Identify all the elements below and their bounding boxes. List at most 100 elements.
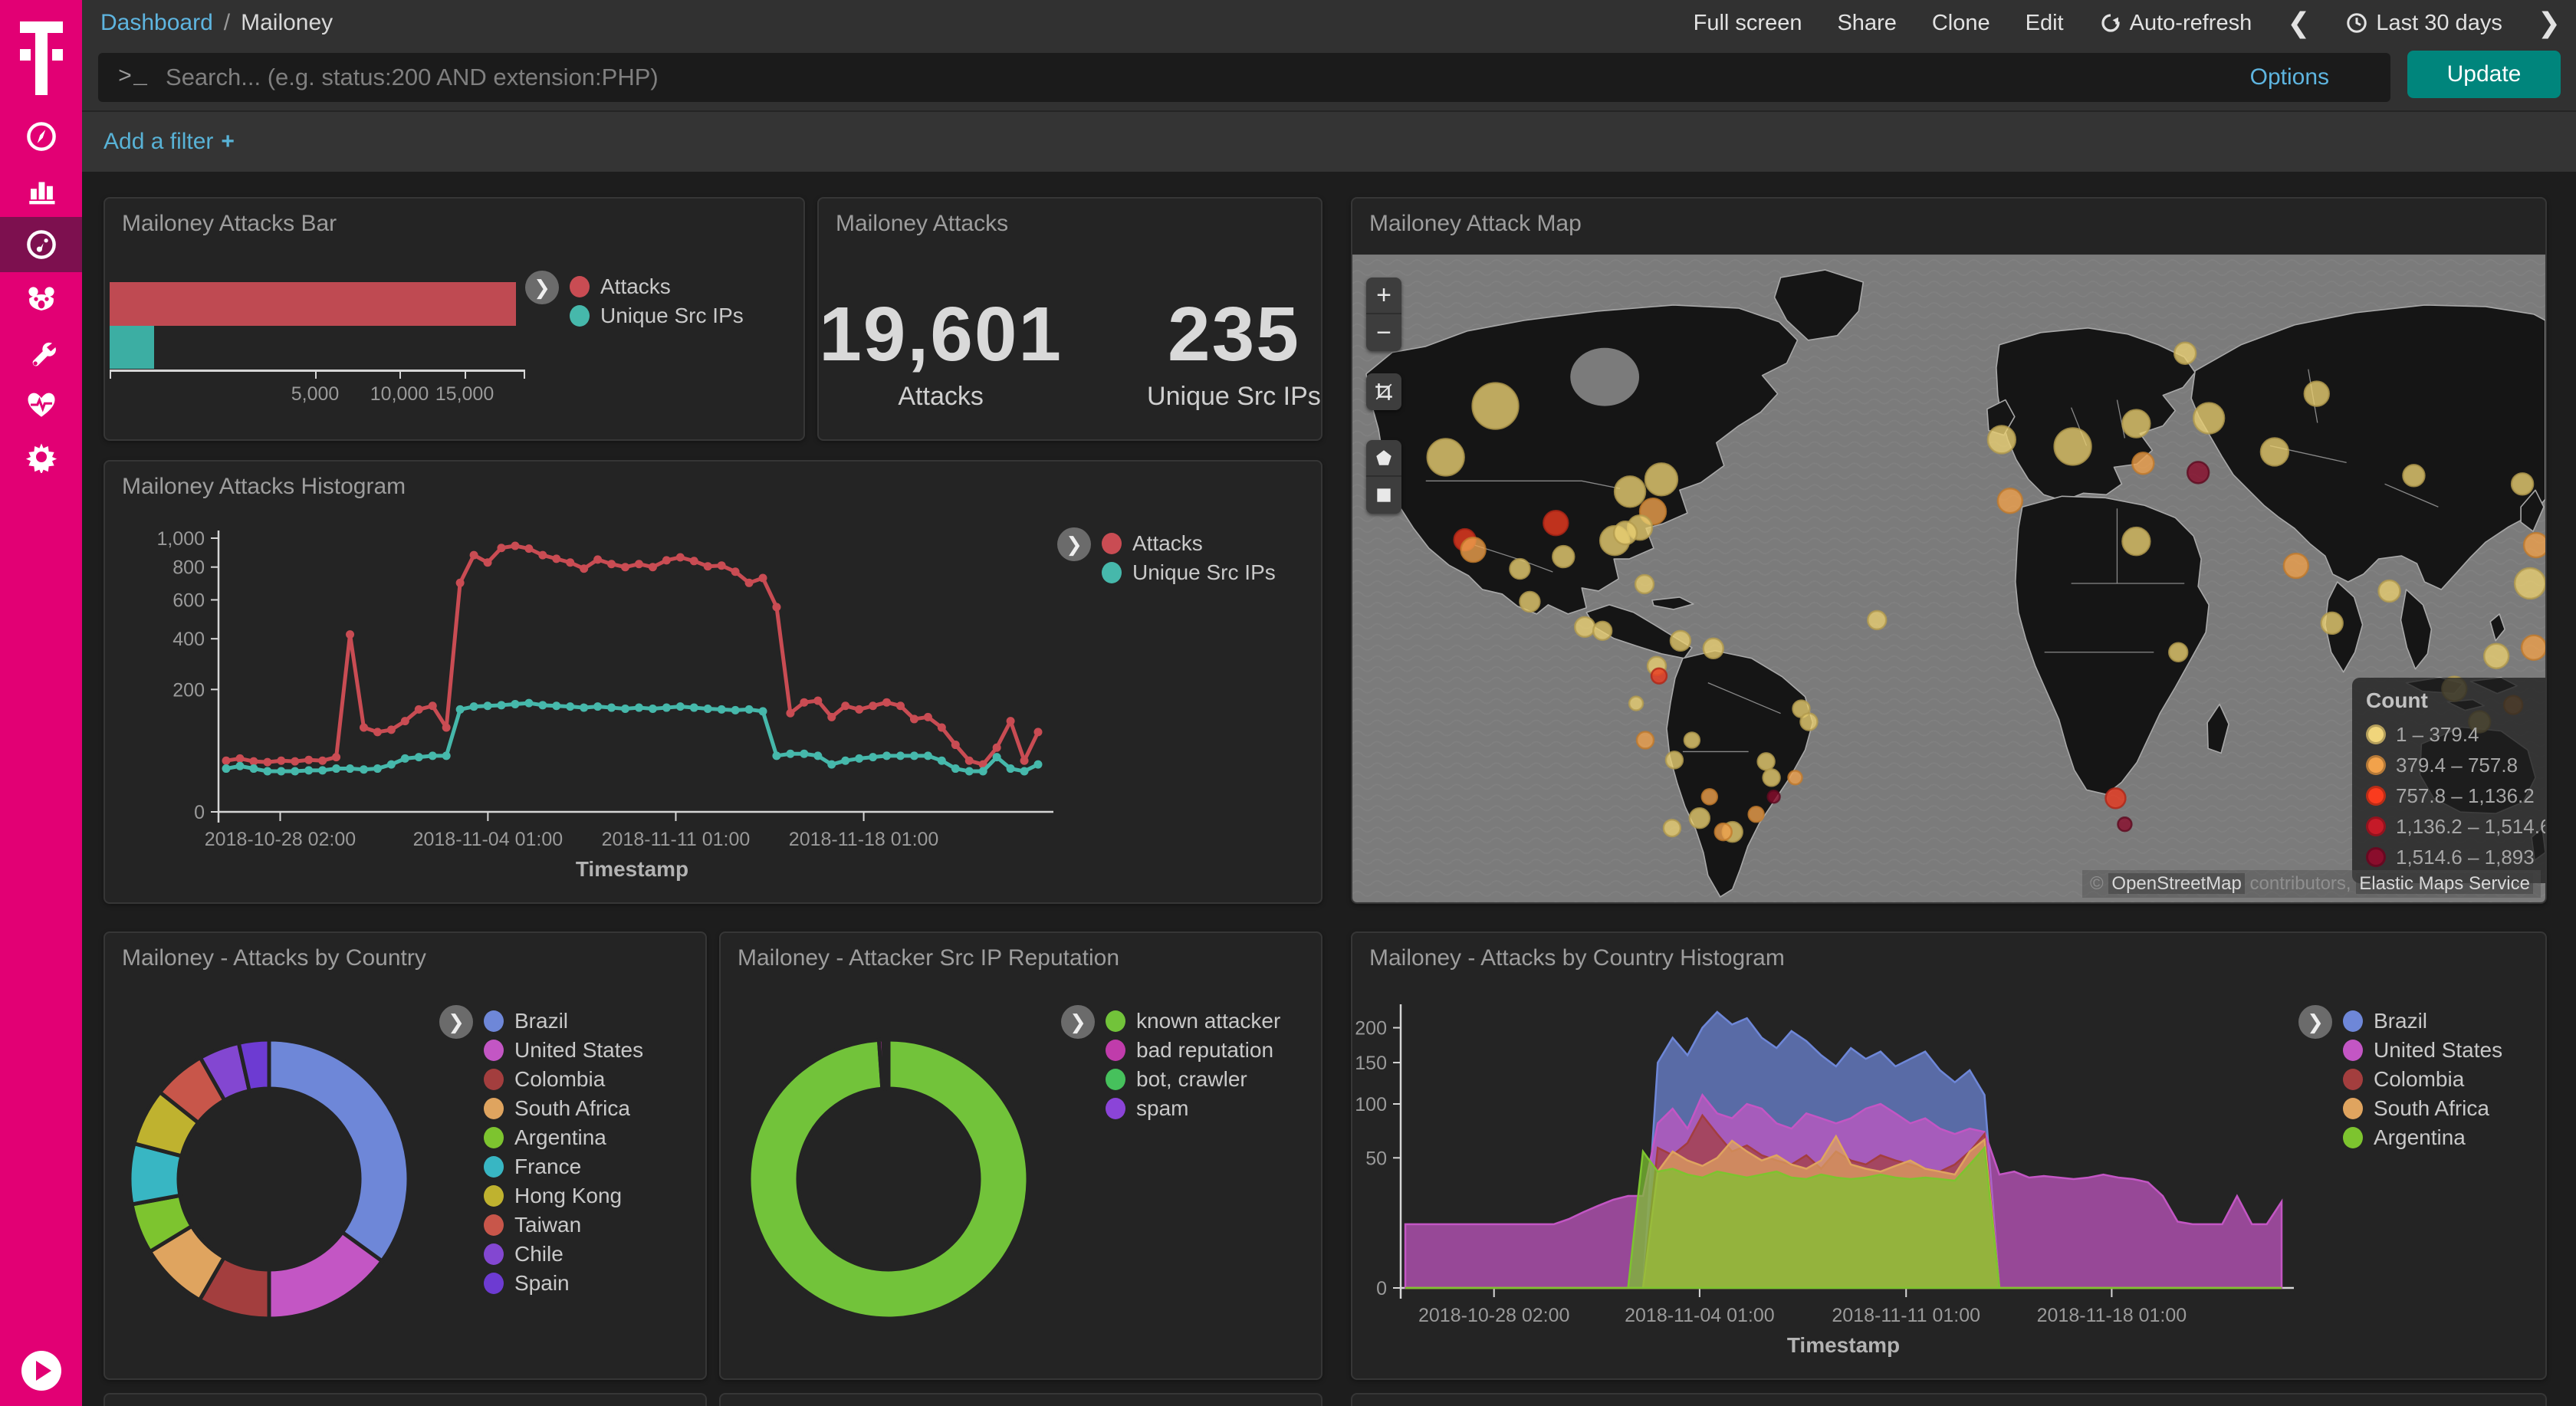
legend-item[interactable]: Brazil — [2343, 1007, 2502, 1036]
attack-bubble[interactable] — [1688, 806, 1711, 829]
legend-item[interactable]: bot, crawler — [1106, 1065, 1280, 1094]
sidebar-item-visualize[interactable] — [0, 163, 82, 218]
attack-bubble[interactable] — [2522, 531, 2545, 559]
bar-unique-src-ips[interactable] — [110, 326, 154, 369]
attack-bubble[interactable] — [2121, 409, 2151, 439]
legend-item[interactable]: Hong Kong — [484, 1181, 643, 1211]
attack-bubble[interactable] — [2510, 472, 2535, 496]
attack-bubble[interactable] — [1702, 637, 1725, 659]
attack-bubble[interactable] — [2482, 642, 2510, 669]
legend-item[interactable]: Unique Src IPs — [570, 301, 744, 330]
pie-slice-known-attacker[interactable] — [747, 1037, 1030, 1321]
breadcrumb-dashboard-link[interactable]: Dashboard — [100, 10, 213, 35]
legend-item[interactable]: Unique Src IPs — [1102, 558, 1276, 587]
zoom-in-button[interactable]: + — [1366, 278, 1401, 314]
attack-bubble[interactable] — [1664, 751, 1684, 770]
legend-item[interactable]: Attacks — [570, 272, 744, 301]
attack-map[interactable]: + − Count 1 – 379.4 379.4 – 757.8 757.8 – … — [1352, 255, 2545, 902]
time-back-button[interactable]: ❮ — [2287, 7, 2311, 38]
update-button[interactable]: Update — [2407, 51, 2561, 98]
attack-bubble[interactable] — [1756, 752, 1776, 771]
attack-bubble[interactable] — [1766, 790, 1781, 804]
attack-bubble[interactable] — [2402, 464, 2426, 488]
sidebar-item-discover[interactable] — [0, 109, 82, 164]
attack-bubble[interactable] — [2131, 452, 2155, 475]
attack-bubble[interactable] — [1628, 695, 1644, 711]
legend-toggle-icon[interactable]: ❯ — [439, 1005, 473, 1039]
sidebar-item-dashboard[interactable] — [0, 217, 82, 272]
attack-bubble[interactable] — [2303, 380, 2330, 407]
attack-bubble[interactable] — [2513, 567, 2545, 600]
crop-icon[interactable] — [1366, 373, 1401, 410]
legend-item[interactable]: Colombia — [2343, 1065, 2502, 1094]
legend-item[interactable]: Attacks — [1102, 529, 1276, 558]
attack-bubble[interactable] — [1426, 438, 1465, 477]
edit-button[interactable]: Edit — [2025, 10, 2064, 35]
attack-bubble[interactable] — [1634, 573, 1655, 595]
legend-toggle-icon[interactable]: ❯ — [1061, 1005, 1095, 1039]
attack-bubble[interactable] — [1574, 616, 1596, 639]
attack-bubble[interactable] — [2186, 461, 2210, 485]
attack-bubble[interactable] — [1762, 768, 1781, 787]
attack-bubble[interactable] — [1635, 731, 1655, 750]
legend-item[interactable]: United States — [484, 1036, 643, 1065]
rectangle-draw-button[interactable] — [1366, 477, 1401, 514]
add-filter-button[interactable]: Add a filter + — [104, 129, 235, 154]
legend-item[interactable]: spam — [1106, 1094, 1280, 1123]
legend-item[interactable]: known attacker — [1106, 1007, 1280, 1036]
attack-bubble[interactable] — [1613, 475, 1647, 508]
attack-bubble[interactable] — [1650, 667, 1668, 685]
attack-bubble[interactable] — [2259, 437, 2290, 467]
sidebar-item-tpot[interactable] — [0, 272, 82, 327]
attack-bubble[interactable] — [1700, 788, 1719, 806]
pie-slice-spam[interactable] — [884, 1037, 891, 1091]
legend-item[interactable]: bad reputation — [1106, 1036, 1280, 1065]
clone-button[interactable]: Clone — [1931, 10, 1990, 35]
attack-bubble[interactable] — [1986, 425, 2017, 455]
attack-bubble[interactable] — [2104, 787, 2127, 810]
legend-item[interactable]: Argentina — [484, 1123, 643, 1152]
attack-bubble[interactable] — [2121, 526, 2151, 557]
sidebar-expand-button[interactable] — [21, 1351, 61, 1391]
attack-bubble[interactable] — [1747, 805, 1765, 823]
legend-item[interactable]: Colombia — [484, 1065, 643, 1094]
sidebar-item-management[interactable] — [0, 429, 82, 485]
attack-bubble[interactable] — [2168, 642, 2189, 662]
attack-bubble[interactable] — [2173, 341, 2197, 365]
polygon-draw-button[interactable] — [1366, 440, 1401, 477]
pie-slice-spain[interactable] — [236, 1037, 271, 1093]
attack-bubble[interactable] — [1714, 822, 1733, 842]
legend-toggle-icon[interactable]: ❯ — [2298, 1005, 2332, 1039]
attack-bubble[interactable] — [1552, 544, 1576, 569]
legend-item[interactable]: Taiwan — [484, 1211, 643, 1240]
legend-item[interactable]: South Africa — [484, 1094, 643, 1123]
attack-bubble[interactable] — [1543, 509, 1569, 537]
legend-item[interactable]: United States — [2343, 1036, 2502, 1065]
attack-bubble[interactable] — [1612, 520, 1638, 546]
attack-bubble[interactable] — [1867, 609, 1888, 631]
legend-item[interactable]: Spain — [484, 1269, 643, 1298]
attack-bubble[interactable] — [1799, 712, 1819, 731]
auto-refresh-button[interactable]: Auto-refresh — [2099, 11, 2252, 36]
attack-bubble[interactable] — [1787, 770, 1803, 786]
attack-bubble[interactable] — [1662, 818, 1682, 838]
attack-bubble[interactable] — [2320, 611, 2344, 636]
zoom-out-button[interactable]: − — [1376, 317, 1392, 347]
legend-toggle-icon[interactable]: ❯ — [525, 271, 559, 304]
attack-bubble[interactable] — [1644, 462, 1679, 497]
attack-bubble[interactable] — [2117, 816, 2133, 833]
attack-bubble[interactable] — [2053, 427, 2092, 466]
legend-toggle-icon[interactable]: ❯ — [1057, 527, 1091, 561]
attack-bubble[interactable] — [2377, 579, 2401, 603]
sidebar-item-devtools[interactable] — [0, 325, 82, 380]
attack-bubble[interactable] — [1683, 731, 1701, 749]
time-forward-button[interactable]: ❯ — [2537, 7, 2561, 38]
legend-item[interactable]: Brazil — [484, 1007, 643, 1036]
legend-item[interactable]: France — [484, 1152, 643, 1181]
attack-bubble[interactable] — [1592, 620, 1613, 642]
time-range-picker[interactable]: Last 30 days — [2345, 11, 2502, 36]
ems-link[interactable]: Elastic Maps Service — [2356, 873, 2533, 894]
attack-bubble[interactable] — [2192, 402, 2226, 435]
attack-bubble[interactable] — [1460, 536, 1487, 563]
legend-item[interactable]: South Africa — [2343, 1094, 2502, 1123]
